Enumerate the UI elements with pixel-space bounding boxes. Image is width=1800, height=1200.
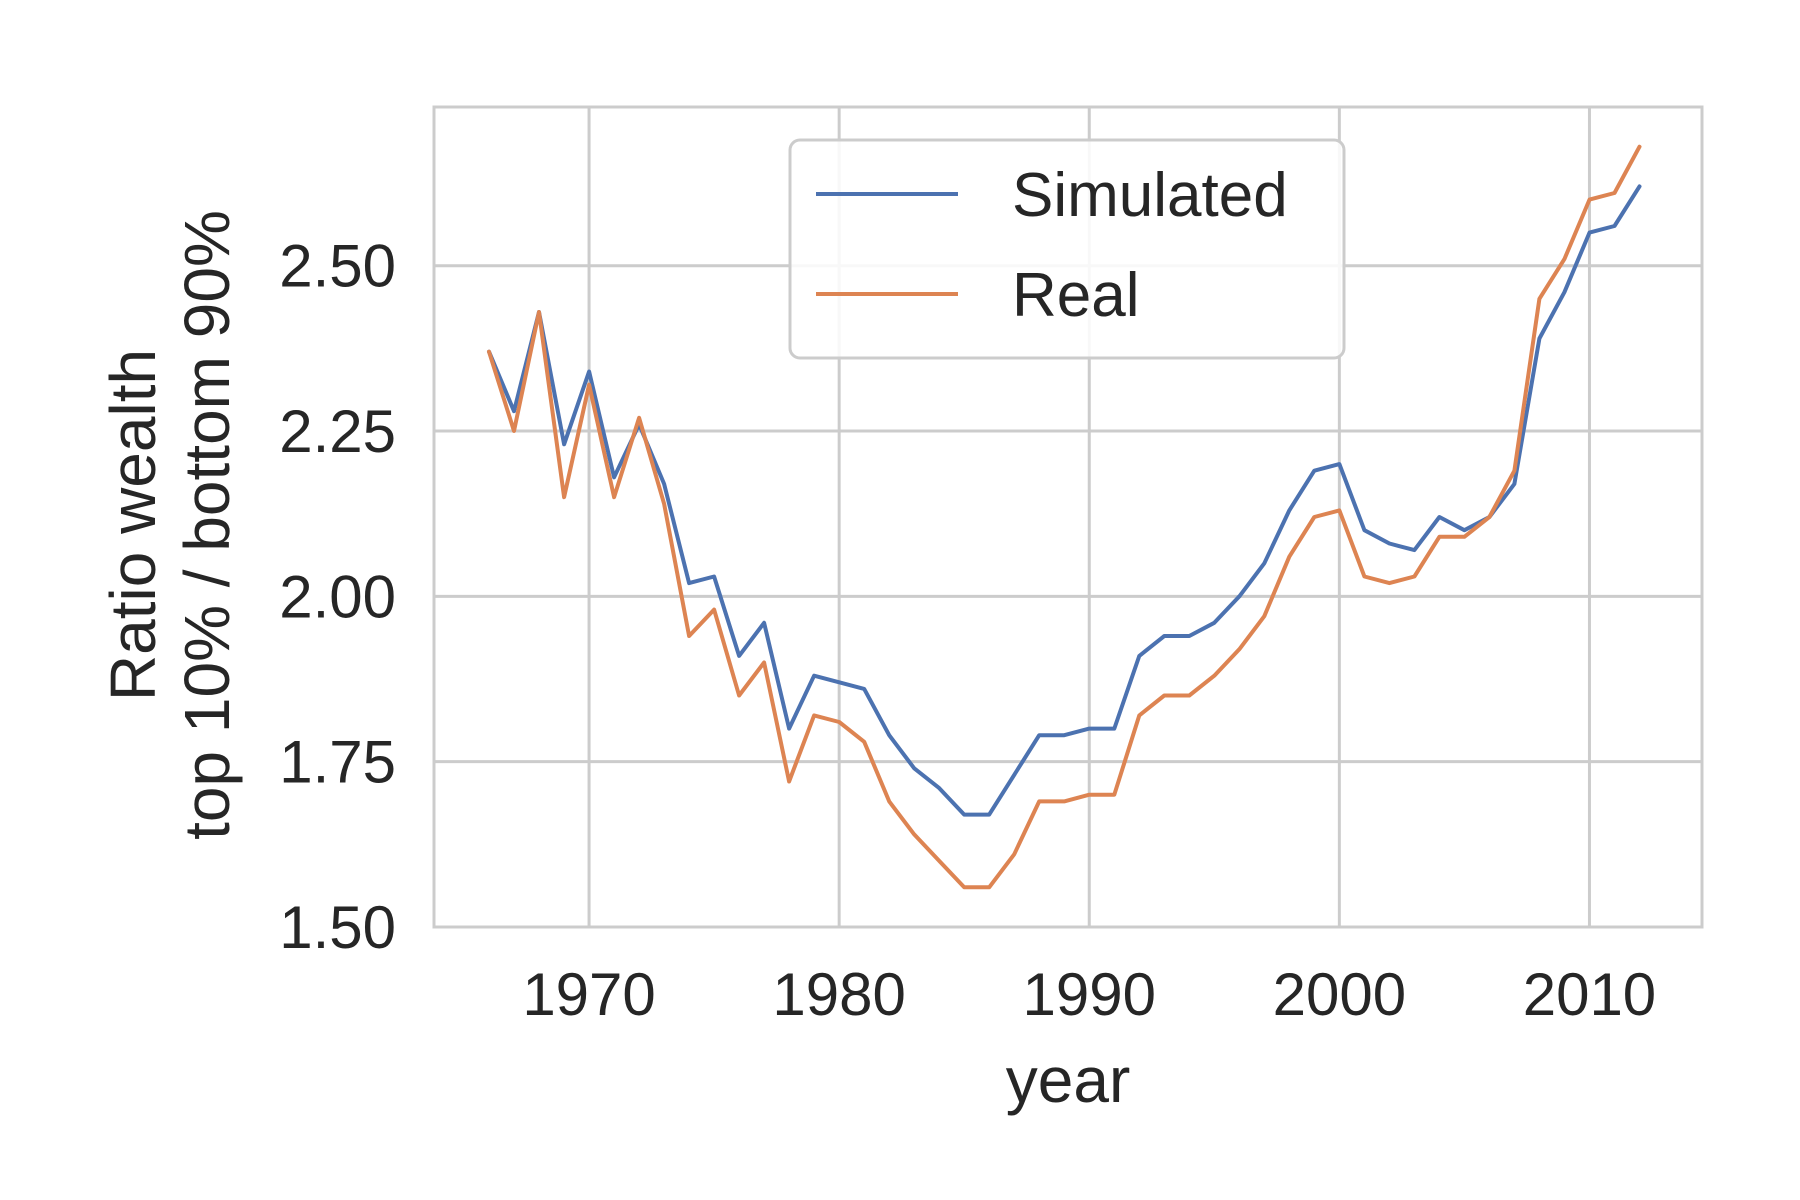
legend-label-real: Real [1012, 261, 1140, 330]
legend: Simulated Real [788, 138, 1346, 360]
legend-label-simulated: Simulated [1012, 161, 1288, 230]
y-tick-label: 2.00 [279, 563, 396, 630]
series-line-real [487, 144, 1642, 890]
series-line-simulated [487, 184, 1642, 817]
series-lines [487, 144, 1642, 890]
x-tick-label: 1970 [522, 961, 655, 1028]
plot-frame [432, 105, 1704, 929]
y-tick-label: 1.50 [279, 894, 396, 961]
x-tick-labels: 1970 1980 1990 2000 2010 [522, 961, 1656, 1028]
x-tick-label: 1990 [1023, 961, 1156, 1028]
y-axis-title-line-2: top 10% / bottom 90% [171, 210, 243, 840]
y-axis-title-line-1: Ratio wealth [97, 349, 169, 701]
y-tick-label: 1.75 [279, 729, 396, 796]
y-tick-label: 2.50 [279, 233, 396, 300]
x-tick-label: 2000 [1273, 961, 1406, 1028]
y-tick-label: 2.25 [279, 398, 396, 465]
x-tick-label: 1980 [772, 961, 905, 1028]
y-tick-labels: 1.50 1.75 2.00 2.25 2.50 [279, 233, 396, 961]
x-axis-title: year [1006, 1044, 1131, 1116]
x-tick-label: 2010 [1523, 961, 1656, 1028]
y-axis-title: Ratio wealth top 10% / bottom 90% [97, 210, 243, 840]
